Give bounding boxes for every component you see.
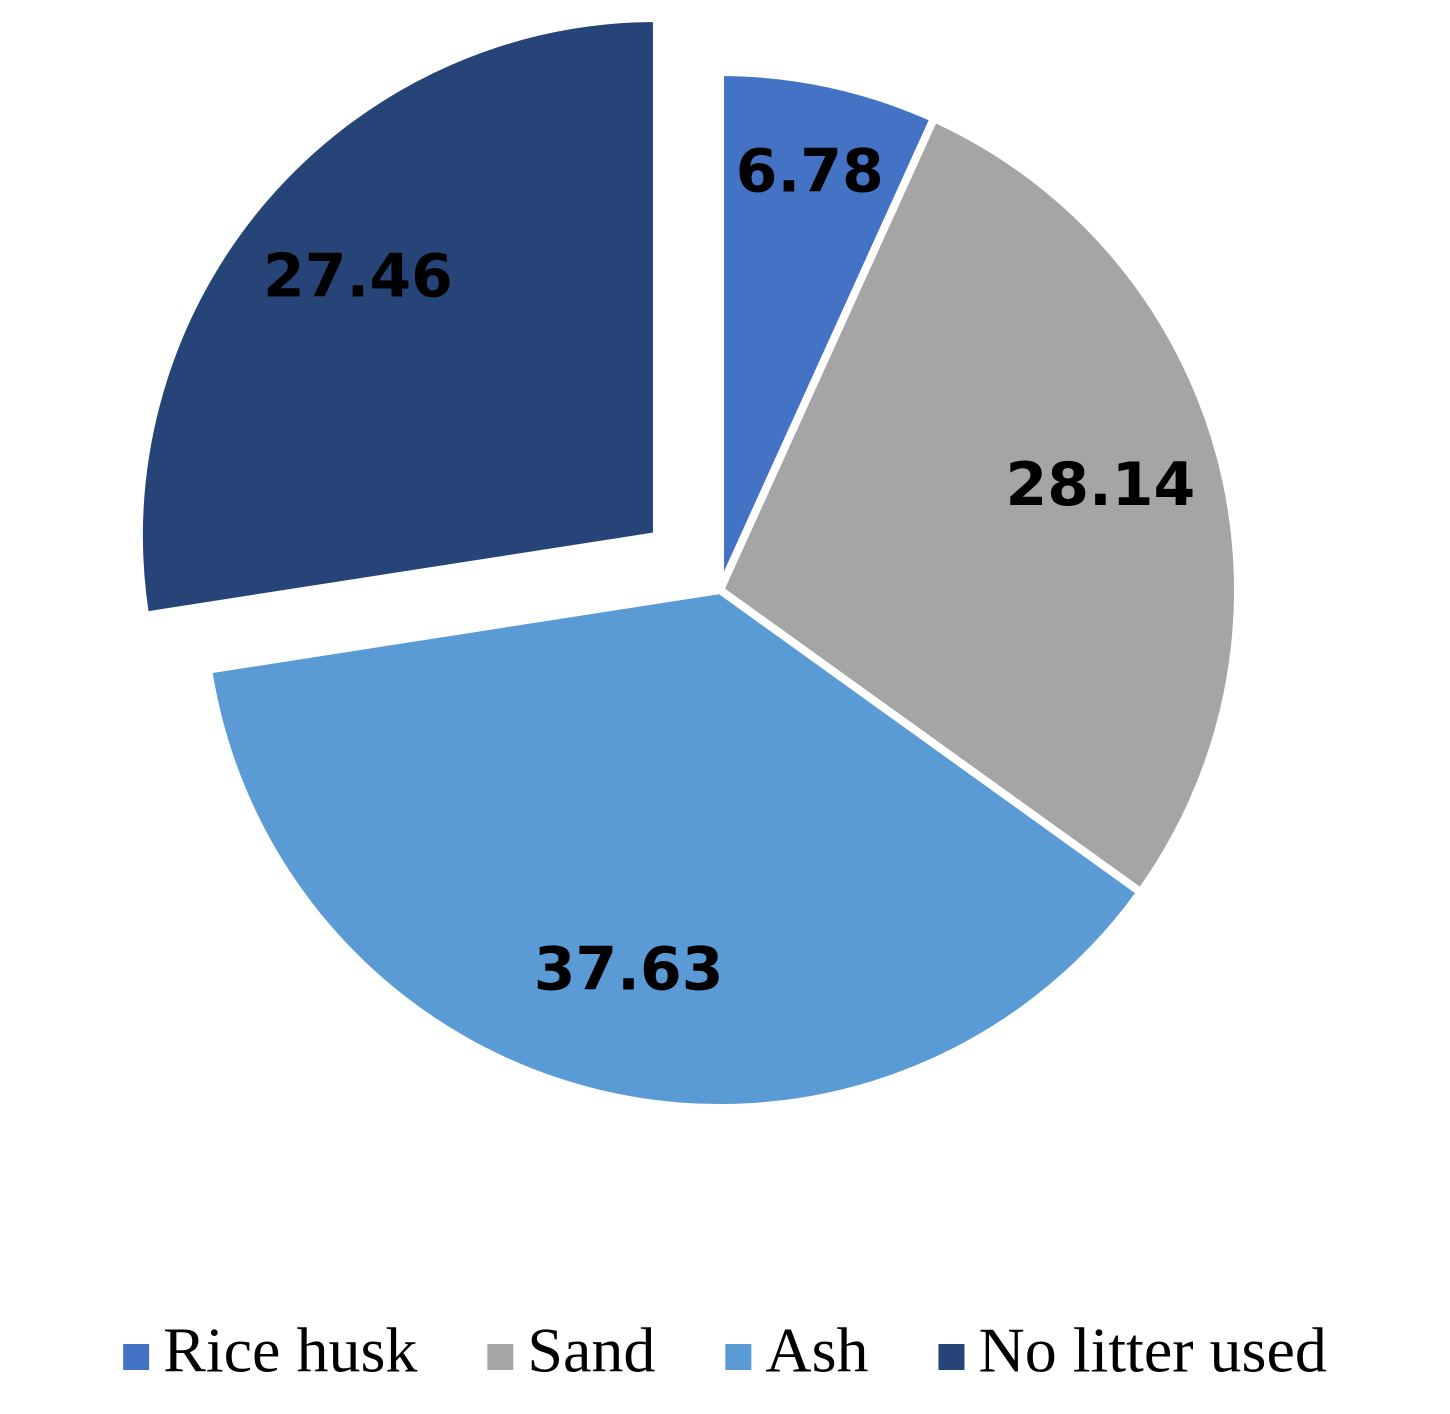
- legend-swatch: [725, 1344, 752, 1370]
- value-label: 28.14: [1005, 450, 1195, 520]
- pie-slice: [716, 114, 1242, 897]
- pie-slice: [134, 14, 661, 620]
- legend-swatch: [123, 1344, 150, 1370]
- pie-slice: [204, 586, 1145, 1112]
- legend-label: Ash: [765, 1315, 868, 1386]
- pie-slice: [716, 68, 939, 594]
- legend-label: Sand: [527, 1315, 655, 1386]
- value-label: 6.78: [736, 136, 884, 206]
- legend-label: Rice husk: [163, 1315, 417, 1386]
- value-label: 27.46: [263, 242, 453, 312]
- value-label: 37.63: [534, 935, 724, 1005]
- legend-label: No litter used: [978, 1315, 1326, 1386]
- legend-swatch: [487, 1344, 514, 1370]
- legend: Rice husk Sand Ash No litter used: [123, 1315, 1327, 1386]
- legend-swatch: [938, 1344, 965, 1370]
